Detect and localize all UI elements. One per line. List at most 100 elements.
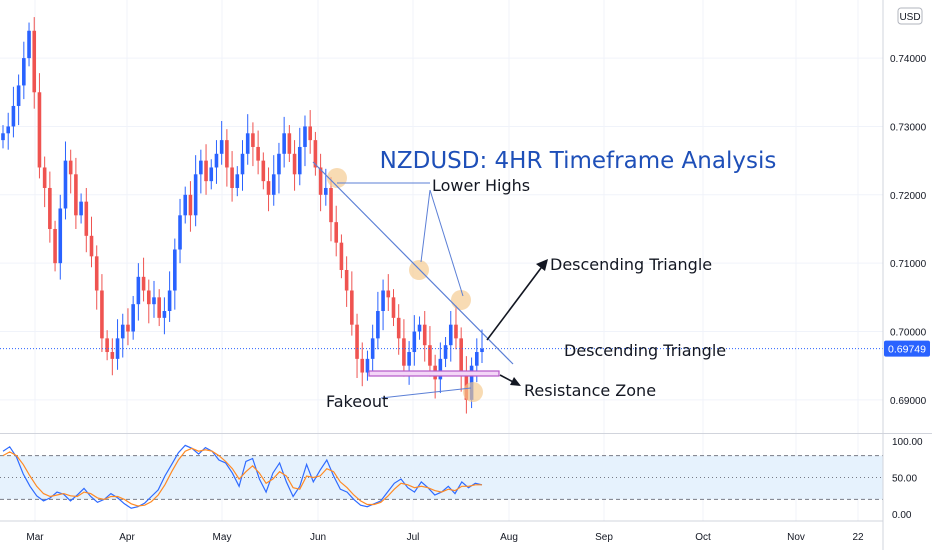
candle-body: [376, 311, 380, 339]
candle-body: [235, 174, 240, 188]
candle-body: [74, 174, 78, 216]
candle-body: [11, 105, 16, 127]
candle-body: [381, 290, 385, 312]
candle-body: [100, 290, 104, 339]
descending-triangle-label-1: Descending Triangle: [550, 255, 712, 274]
candle-body: [27, 30, 31, 59]
candle-body: [225, 140, 229, 168]
y-tick-label: 0.72000: [890, 191, 927, 202]
candle-body: [146, 290, 151, 305]
candle-body: [402, 338, 406, 366]
fakeout-label: Fakeout: [326, 392, 388, 411]
x-axis: Mar Apr May Jun Jul Aug Sep Oct Nov 22: [26, 532, 864, 543]
arrow-head: [536, 259, 548, 271]
candle-body: [412, 331, 417, 353]
candle-body: [365, 358, 370, 373]
candle-body: [303, 126, 307, 147]
x-tick-label: Aug: [500, 532, 518, 543]
candle-body: [407, 352, 411, 366]
candle-body: [334, 222, 339, 243]
candle-body: [48, 187, 52, 229]
highlight-circle: [409, 260, 429, 280]
candle-body: [209, 167, 214, 182]
candle-body: [355, 324, 359, 359]
candle-body: [256, 146, 260, 161]
candle-body: [350, 290, 354, 325]
stochastic-guides: [0, 455, 883, 500]
candle-body: [459, 338, 463, 373]
candles: [1, 17, 484, 414]
candle-body: [42, 167, 47, 188]
candle-body: [152, 297, 156, 305]
pointer-line: [380, 387, 472, 399]
candle-body: [183, 194, 188, 216]
candle-body: [219, 140, 224, 154]
pointer-line: [420, 189, 431, 263]
candle-body: [141, 276, 146, 291]
current-price-tag: 0.69749: [884, 340, 930, 357]
candle-body: [162, 311, 167, 318]
candle-body: [120, 324, 125, 339]
candle-body: [131, 304, 135, 332]
candle-body: [16, 85, 21, 106]
x-tick-label: Jun: [310, 532, 326, 543]
candle-body: [79, 201, 83, 216]
candle-body: [167, 290, 172, 312]
candle-body: [58, 208, 63, 264]
candle-body: [94, 256, 99, 291]
arrow-line: [486, 263, 545, 341]
stoch-tick-label: 50.00: [892, 474, 917, 485]
lower-highs-label: Lower Highs: [432, 176, 530, 195]
grid: [0, 0, 883, 521]
y-tick-label: 0.74000: [890, 54, 927, 65]
stoch-k-line: [2, 444, 483, 509]
arrow-head: [510, 377, 521, 386]
highlight-circle: [327, 168, 347, 188]
chart-title: NZDUSD: 4HR Timeframe Analysis: [380, 148, 777, 174]
resistance-zone-label: Resistance Zone: [524, 381, 656, 400]
stoch-tick-label: 0.00: [892, 510, 912, 521]
candle-body: [329, 187, 333, 223]
candle-body: [136, 276, 141, 305]
candle-body: [417, 324, 422, 332]
candle-body: [251, 133, 255, 147]
highlight-circle: [451, 290, 471, 310]
candle-body: [178, 215, 182, 250]
highlight-circle: [463, 382, 483, 402]
candle-body: [396, 317, 401, 339]
y-tick-label: 0.73000: [890, 122, 927, 133]
candle-body: [438, 358, 443, 380]
candle-body: [277, 153, 281, 175]
candle-body: [474, 352, 479, 366]
candle-body: [428, 345, 432, 366]
candle-body: [37, 92, 42, 168]
candle-body: [84, 201, 89, 236]
candle-body: [173, 249, 177, 291]
y-axis: 0.69000 0.70000 0.71000 0.72000 0.73000 0.740…: [890, 54, 927, 407]
candle-body: [282, 133, 286, 154]
stoch-axis: 100.00 50.00 0.00: [892, 437, 923, 521]
candle-body: [193, 174, 198, 216]
candle-body: [214, 153, 219, 168]
x-tick-label: Jul: [407, 532, 420, 543]
candle-body: [443, 345, 448, 359]
candle-body: [110, 352, 115, 359]
trendline: [312, 161, 514, 365]
candle-body: [68, 160, 73, 175]
candle-body: [344, 270, 349, 291]
candle-body: [339, 242, 344, 270]
current-price-label: 0.69749: [888, 344, 926, 356]
candle-body: [391, 297, 396, 318]
y-tick-label: 0.71000: [890, 259, 927, 270]
candle-body: [386, 290, 391, 298]
candle-body: [261, 160, 266, 182]
candle-body: [157, 297, 161, 318]
candle-body: [454, 324, 458, 339]
currency-badge[interactable]: USD: [897, 7, 923, 25]
candle-body: [292, 153, 297, 175]
candle-body: [271, 174, 276, 195]
x-tick-label: Nov: [787, 532, 805, 543]
candle-body: [53, 228, 57, 264]
pointer-line: [429, 189, 464, 297]
x-tick-label: Mar: [26, 532, 44, 543]
